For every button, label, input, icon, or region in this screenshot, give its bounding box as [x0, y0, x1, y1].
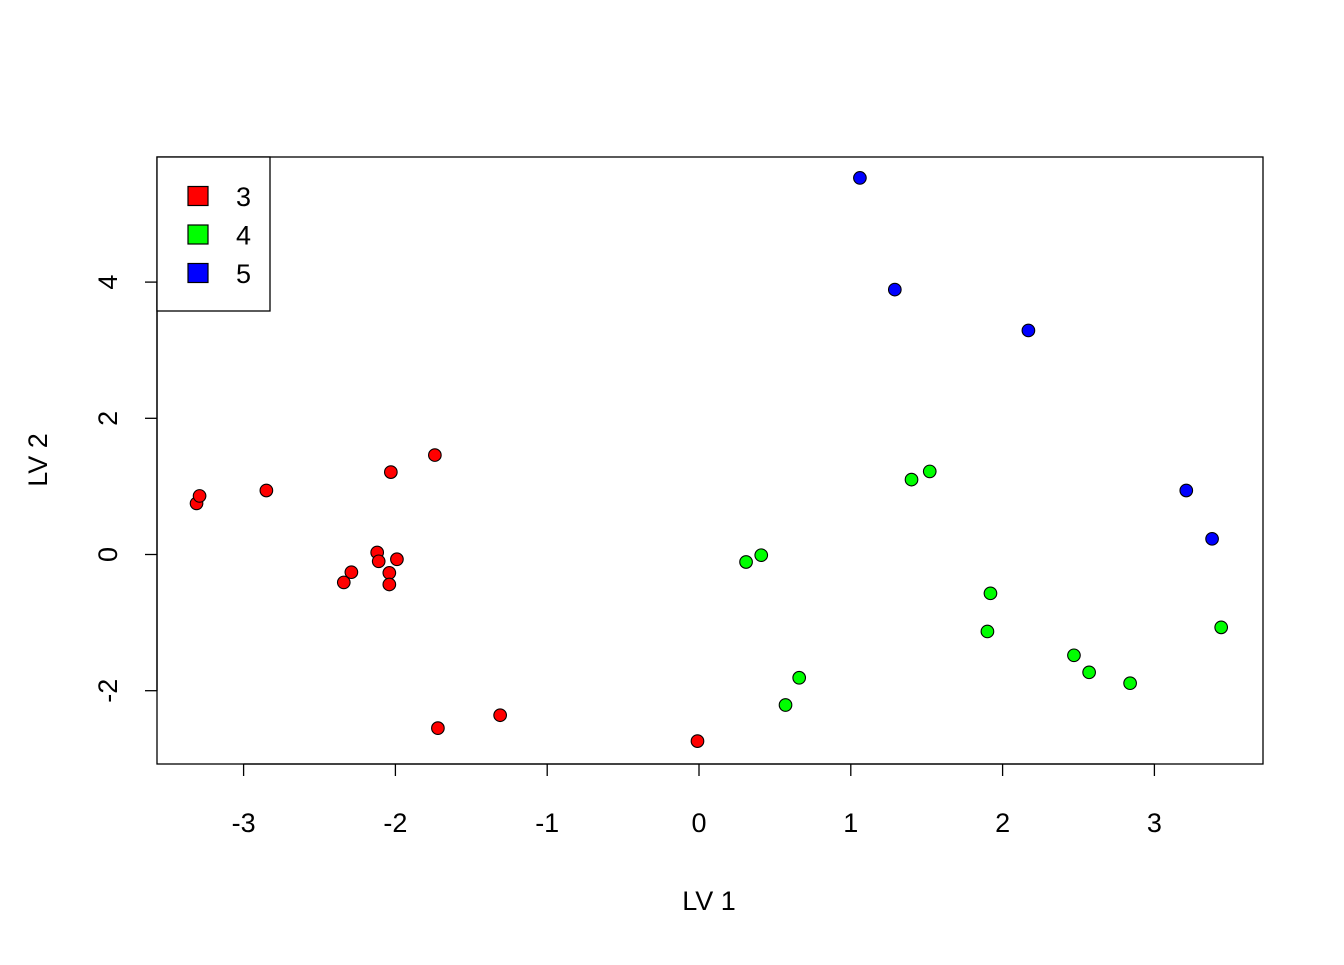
y-tick-label: 2 [93, 411, 123, 426]
y-axis-label: LV 2 [23, 433, 53, 487]
data-point-series-5 [853, 171, 867, 185]
x-tick-label: -3 [232, 808, 256, 838]
data-point-series-5 [1205, 531, 1219, 546]
y-tick-label: 4 [93, 275, 123, 290]
data-point-series-3 [390, 552, 404, 567]
legend-swatch-3 [187, 185, 209, 207]
data-point-series-4 [980, 624, 995, 639]
data-point-series-4 [922, 464, 937, 479]
plot-frame [156, 156, 1264, 765]
data-point-series-5 [887, 282, 902, 297]
data-point-series-5 [1021, 323, 1036, 338]
data-point-series-3 [382, 577, 397, 592]
data-point-series-4 [739, 555, 753, 569]
data-point-series-3 [382, 566, 397, 580]
x-tick-label: 2 [995, 808, 1010, 838]
x-tick-label: -2 [383, 808, 407, 838]
data-point-series-3 [336, 575, 351, 590]
data-point-series-3 [493, 708, 507, 723]
data-point-series-4 [983, 586, 998, 601]
data-points [189, 171, 1229, 748]
data-point-series-3 [431, 721, 445, 736]
x-tick-label: -1 [535, 808, 559, 838]
data-point-series-4 [1214, 620, 1229, 635]
data-point-series-4 [778, 698, 793, 712]
data-point-series-4 [1082, 665, 1096, 680]
data-point-series-4 [1067, 648, 1081, 663]
y-tick-label: 0 [93, 547, 123, 562]
data-point-series-3 [344, 565, 359, 580]
x-tick-label: 3 [1147, 808, 1162, 838]
x-tick-label: 1 [843, 808, 858, 838]
data-point-series-3 [259, 483, 274, 498]
x-axis-label: LV 1 [682, 886, 736, 916]
data-point-series-4 [904, 472, 919, 487]
x-tick-label: 0 [691, 808, 706, 838]
legend-swatch-5 [187, 262, 209, 284]
data-point-series-3 [192, 489, 207, 503]
legend-label: 3 [236, 182, 251, 212]
data-point-series-4 [754, 548, 769, 563]
data-point-series-3 [428, 448, 442, 462]
legend-swatch-4 [187, 224, 209, 245]
data-point-series-4 [1123, 676, 1137, 691]
data-point-series-3 [383, 465, 398, 479]
legend-label: 4 [236, 221, 251, 251]
data-point-series-4 [792, 670, 807, 685]
legend-box [156, 156, 271, 312]
legend-label: 5 [236, 259, 251, 289]
data-point-series-3 [690, 734, 705, 748]
data-point-series-3 [371, 554, 386, 569]
y-tick-label: -2 [93, 679, 123, 703]
data-point-series-5 [1179, 483, 1194, 498]
legend: 3 4 5 [156, 156, 271, 312]
